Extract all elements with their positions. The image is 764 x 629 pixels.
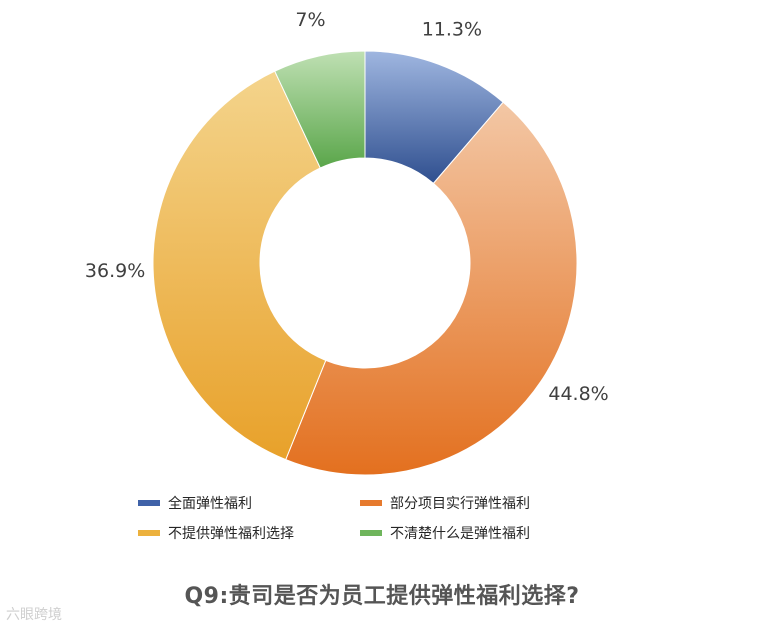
legend-swatch-4 <box>360 530 382 536</box>
legend-swatch-1 <box>138 500 160 506</box>
donut-chart: 11.3% 44.8% 36.9% 7% <box>85 9 609 476</box>
donut-slice-3 <box>152 70 327 461</box>
slice-label-2: 44.8% <box>548 383 608 405</box>
legend-item-4: 不清楚什么是弹性福利 <box>360 523 530 543</box>
slice-label-4: 7% <box>295 9 325 31</box>
legend-label-1: 全面弹性福利 <box>168 496 252 512</box>
watermark: 六眼跨境 <box>6 607 62 623</box>
legend-label-4: 不清楚什么是弹性福利 <box>390 526 530 542</box>
donut-slice-2 <box>285 101 578 476</box>
slice-label-3: 36.9% <box>85 260 145 282</box>
legend-swatch-3 <box>138 530 160 536</box>
legend-item-3: 不提供弹性福利选择 <box>138 523 294 543</box>
legend-label-3: 不提供弹性福利选择 <box>168 526 294 542</box>
legend-item-2: 部分项目实行弹性福利 <box>360 493 530 513</box>
legend-item-1: 全面弹性福利 <box>138 493 252 513</box>
chart-title: Q9:贵司是否为员工提供弹性福利选择? <box>184 584 580 609</box>
legend-swatch-2 <box>360 500 382 506</box>
legend-label-2: 部分项目实行弹性福利 <box>390 496 530 512</box>
donut-slice-4 <box>274 50 366 169</box>
slice-label-1: 11.3% <box>422 19 482 41</box>
